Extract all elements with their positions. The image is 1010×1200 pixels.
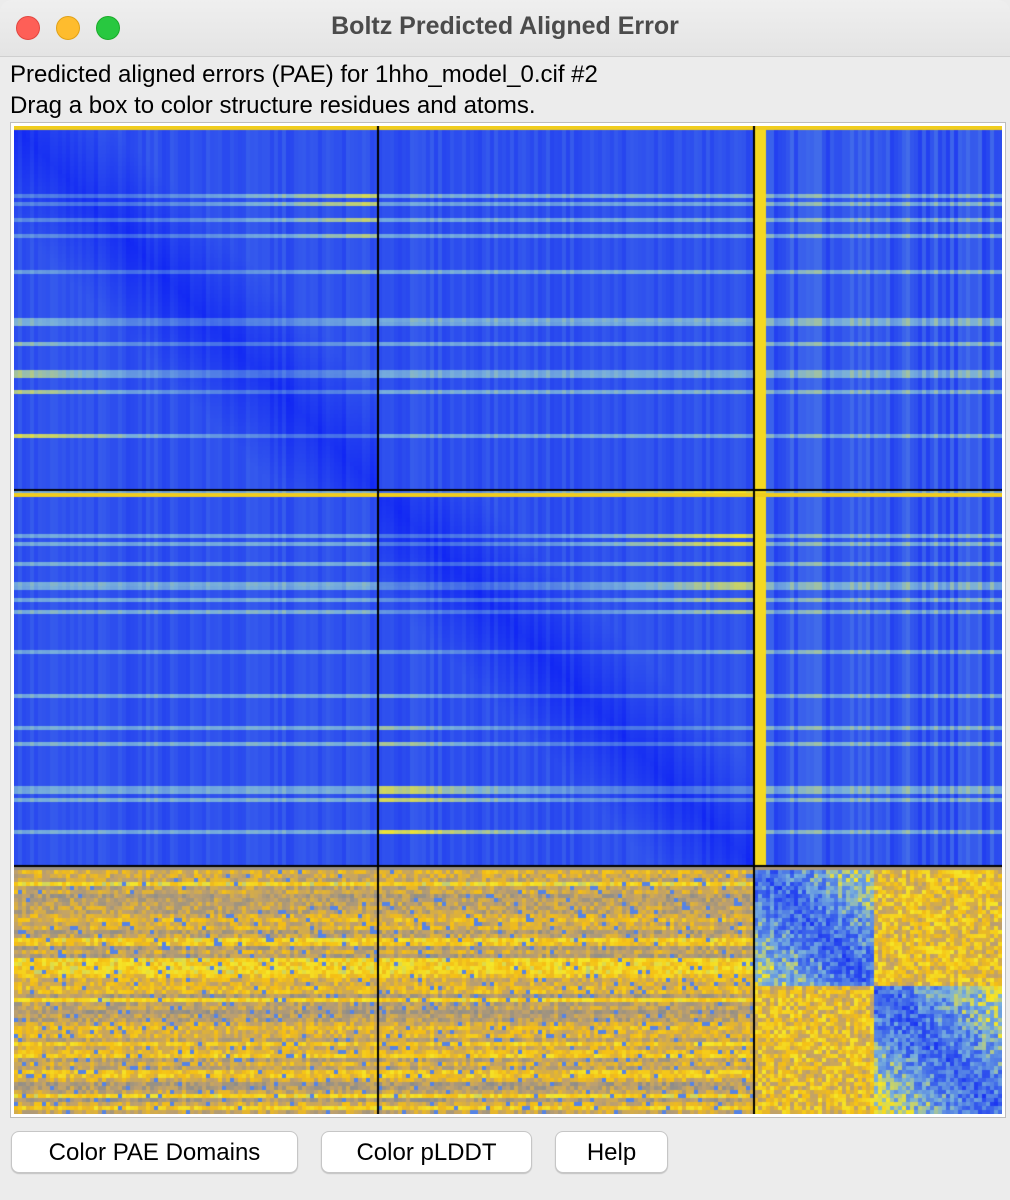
help-button[interactable]: Help xyxy=(555,1131,668,1173)
title-bar[interactable]: Boltz Predicted Aligned Error xyxy=(0,0,1010,57)
window-title: Boltz Predicted Aligned Error xyxy=(0,12,1010,41)
color-plddt-button[interactable]: Color pLDDT xyxy=(321,1131,532,1173)
pae-description: Predicted aligned errors (PAE) for 1hho_… xyxy=(10,61,598,89)
pae-heatmap[interactable] xyxy=(14,126,1002,1114)
color-pae-domains-button[interactable]: Color PAE Domains xyxy=(11,1131,298,1173)
drag-instructions: Drag a box to color structure residues a… xyxy=(10,92,536,120)
